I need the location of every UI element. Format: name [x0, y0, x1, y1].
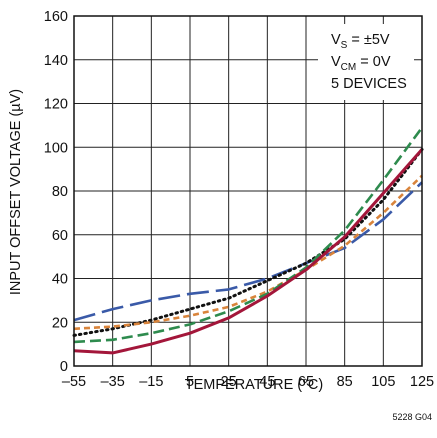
- series-line-long-dash: [74, 182, 422, 320]
- x-tick-label: –15: [139, 374, 163, 390]
- y-tick-label: 100: [44, 140, 68, 156]
- annotation-devices: 5 DEVICES: [331, 76, 407, 92]
- x-tick-label: 105: [371, 374, 395, 390]
- x-tick-label: –35: [101, 374, 125, 390]
- annotation-box: VS = ±5V VCM = 0V 5 DEVICES: [318, 24, 414, 100]
- y-axis-label: INPUT OFFSET VOLTAGE (µV): [8, 89, 24, 295]
- series-long-dash: [74, 182, 422, 320]
- y-tick-label: 20: [52, 315, 68, 331]
- y-tick-label: 60: [52, 228, 68, 244]
- y-tick-label: 120: [44, 97, 68, 113]
- x-axis-label: TEMPERATURE (°C): [185, 377, 323, 393]
- figure-footnote: 5228 G04: [392, 412, 432, 422]
- series-group: [74, 128, 422, 353]
- x-tick-label: 125: [410, 374, 434, 390]
- x-tick-label: 85: [337, 374, 353, 390]
- y-tick-label: 160: [44, 9, 68, 25]
- x-tick-label: –55: [62, 374, 86, 390]
- y-tick-label: 0: [60, 359, 68, 375]
- y-tick-label: 80: [52, 184, 68, 200]
- y-tick-label: 40: [52, 272, 68, 288]
- y-tick-label: 140: [44, 53, 68, 69]
